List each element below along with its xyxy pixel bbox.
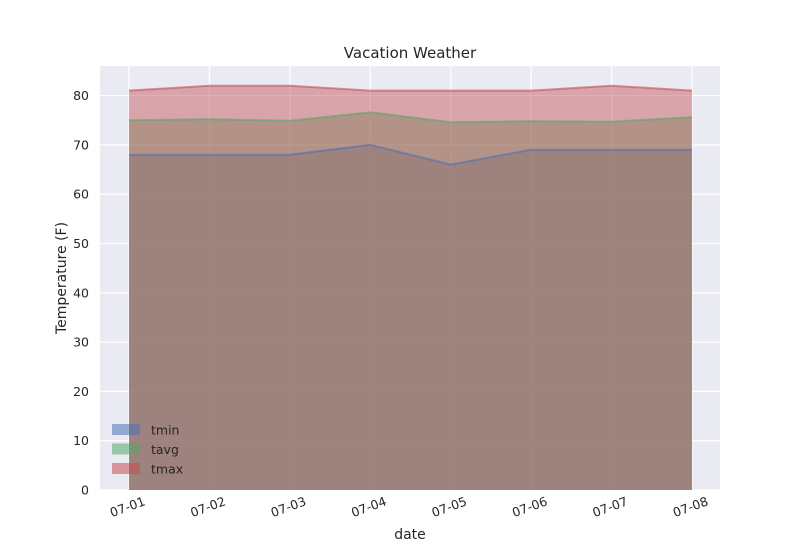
y-tick-labels: 0 10 20 30 40 50 60 70 80 — [73, 88, 89, 497]
legend-label-tavg: tavg — [151, 442, 179, 457]
y-tick-label: 70 — [73, 137, 89, 152]
x-tick-label: 07-03 — [269, 494, 308, 521]
x-tick-label: 07-04 — [349, 493, 388, 520]
y-tick-label: 40 — [73, 285, 89, 300]
area-tmax — [129, 85, 692, 490]
series-areas — [129, 85, 692, 491]
y-tick-label: 20 — [73, 384, 89, 399]
plot-background — [100, 66, 720, 490]
y-tick-label: 30 — [73, 335, 89, 350]
x-tick-labels: 07-01 07-02 07-03 07-04 07-05 07-06 07-07 07-08 — [108, 493, 710, 520]
grid-lines — [100, 66, 720, 491]
legend-label-tmin: tmin — [151, 423, 179, 438]
x-axis-label: date — [394, 527, 426, 543]
y-tick-label: 80 — [73, 88, 89, 103]
x-tick-label: 07-01 — [108, 494, 147, 521]
line-tavg — [128, 111, 693, 124]
y-axis-label: Temperature (F) — [54, 222, 70, 335]
y-tick-label: 0 — [81, 483, 89, 498]
area-tmin — [129, 144, 692, 490]
chart-title: Vacation Weather — [344, 44, 477, 62]
x-tick-label: 07-06 — [510, 493, 549, 520]
line-tmax — [128, 84, 693, 92]
area-tavg — [129, 112, 692, 491]
x-tick-label: 07-08 — [671, 493, 710, 520]
legend: tmin tavg tmax — [112, 423, 183, 477]
y-tick-label: 50 — [73, 236, 89, 251]
x-tick-label: 07-07 — [590, 494, 629, 521]
y-tick-label: 60 — [73, 187, 89, 202]
legend-swatch-tmin — [112, 424, 140, 435]
series-lines — [128, 84, 693, 166]
x-tick-label: 07-05 — [430, 494, 469, 521]
y-tick-label: 10 — [73, 433, 89, 448]
x-tick-label: 07-02 — [188, 494, 227, 521]
legend-label-tmax: tmax — [151, 462, 183, 477]
legend-swatch-tmax — [112, 463, 140, 474]
legend-swatch-tavg — [112, 443, 140, 455]
line-tmin — [129, 143, 692, 166]
